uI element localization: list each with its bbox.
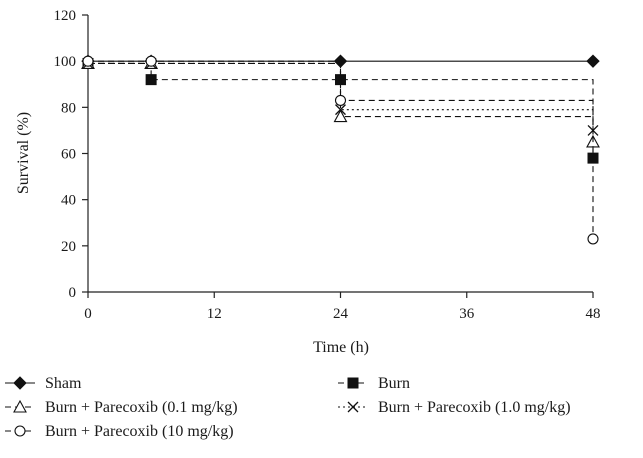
data-point xyxy=(145,55,157,67)
data-point xyxy=(335,104,346,116)
legend-label: Burn xyxy=(378,375,410,392)
data-point xyxy=(145,74,157,86)
legend-item: Burn xyxy=(338,375,410,392)
legend-label: Burn + Parecoxib (0.1 mg/kg) xyxy=(45,399,238,416)
y-tick-label: 40 xyxy=(61,193,76,209)
axes: 0 20 40 60 80 100 120 0 12 24 36 48 xyxy=(54,8,601,322)
y-tick-label: 60 xyxy=(61,147,76,163)
legend-item: Sham xyxy=(5,375,82,392)
legend-item: Burn + Parecoxib (1.0 mg/kg) xyxy=(338,399,571,416)
legend-swatch-marker xyxy=(347,377,359,389)
series-line xyxy=(88,60,594,239)
data-point xyxy=(587,233,599,245)
y-tick-label: 100 xyxy=(54,54,77,70)
legend-swatch-marker xyxy=(13,376,27,390)
x-tick-label: 0 xyxy=(84,306,92,322)
legend-swatch-marker xyxy=(347,401,359,413)
data-point xyxy=(334,94,347,106)
data-point xyxy=(586,54,600,68)
y-tick-label: 80 xyxy=(61,100,76,116)
series-4 xyxy=(82,55,599,245)
legend-swatch-marker xyxy=(14,425,26,437)
y-tick-label: 20 xyxy=(61,239,76,255)
legend-item: Burn + Parecoxib (0.1 mg/kg) xyxy=(5,399,238,416)
series-layer xyxy=(81,54,600,245)
y-tick-label: 120 xyxy=(54,8,77,24)
x-tick-label: 36 xyxy=(459,306,475,322)
legend-label: Sham xyxy=(45,375,82,392)
legend: Sham Burn Burn + Parecoxib (0.1 mg/kg) Burn… xyxy=(5,375,571,440)
y-axis-title: Survival (%) xyxy=(15,112,32,194)
x-axis-title: Time (h) xyxy=(313,339,369,356)
series-line xyxy=(88,62,594,131)
legend-label: Burn + Parecoxib (1.0 mg/kg) xyxy=(378,399,571,416)
data-point xyxy=(333,109,348,123)
legend-item: Burn + Parecoxib (10 mg/kg) xyxy=(5,423,234,440)
x-tick-label: 12 xyxy=(207,306,222,322)
data-point xyxy=(82,55,94,67)
y-tick-label: 0 xyxy=(69,285,77,301)
x-tick-label: 24 xyxy=(333,306,349,322)
x-tick-label: 48 xyxy=(586,306,601,322)
legend-swatch-marker xyxy=(13,399,27,413)
legend-label: Burn + Parecoxib (10 mg/kg) xyxy=(45,423,234,440)
